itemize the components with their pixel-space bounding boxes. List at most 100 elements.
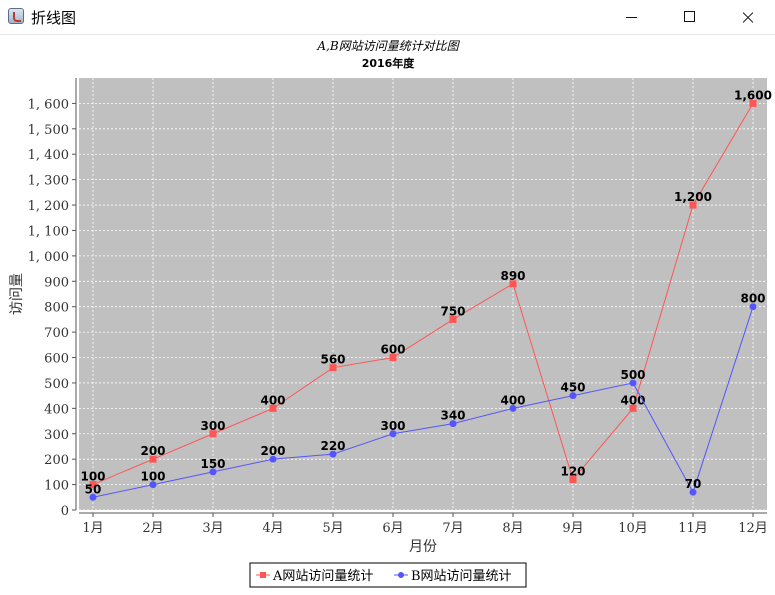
data-point-circle (569, 392, 577, 400)
data-label: 70 (685, 477, 702, 491)
data-label: 600 (380, 343, 405, 357)
data-point-circle (689, 488, 697, 496)
legend-marker-circle (398, 572, 404, 578)
data-point-square (629, 404, 637, 412)
data-point-circle (509, 404, 517, 412)
series-a: 100 200 300 400 560 600 750 890 120 400 1,200 1,600 (80, 88, 772, 489)
series-line (92, 103, 754, 486)
x-tick-label: 3月 (202, 521, 223, 536)
close-button[interactable] (718, 0, 775, 34)
y-tick-label: 700 (44, 326, 69, 341)
x-axis-label: 月份 (409, 539, 437, 555)
data-point-circle (89, 493, 97, 501)
x-axis-ticks: 1月 2月 3月 4月 5月 6月 7月 8月 9月 10月 11月 12月 (82, 513, 768, 536)
data-label: 400 (500, 393, 525, 407)
y-axis-label: 访问量 (9, 273, 25, 315)
x-tick-label: 5月 (322, 521, 343, 536)
data-point-square (689, 201, 697, 209)
y-tick-label: 500 (44, 377, 69, 392)
legend-label: A网站访问量统计 (272, 569, 373, 584)
chart-subtitle: 2016年度 (362, 56, 416, 70)
x-tick-label: 9月 (562, 521, 583, 536)
y-tick-label: 1, 000 (28, 250, 69, 265)
data-label: 450 (560, 381, 585, 395)
maximize-icon (684, 11, 695, 22)
y-tick-label: 1, 200 (28, 199, 69, 214)
maximize-button[interactable] (660, 0, 718, 34)
data-point-square (389, 354, 397, 362)
y-tick-label: 1, 400 (28, 148, 69, 163)
x-tick-label: 8月 (502, 521, 523, 536)
data-point-square (749, 99, 757, 107)
data-label: 890 (500, 269, 525, 283)
minimize-button[interactable] (602, 0, 660, 34)
data-label: 200 (140, 444, 165, 458)
data-label: 50 (85, 482, 102, 496)
y-tick-label: 200 (44, 453, 69, 468)
series-b: 50 100 150 200 220 300 340 400 450 500 70 800 (85, 292, 766, 501)
data-label: 750 (440, 304, 465, 318)
x-tick-label: 2月 (142, 521, 163, 536)
legend-label: B网站访问量统计 (411, 569, 512, 584)
window-title: 折线图 (31, 9, 77, 27)
data-label: 340 (440, 409, 465, 423)
series-group: 100 200 300 400 560 600 750 890 120 400 1,200 1,600… (80, 88, 772, 501)
x-tick-label: 1月 (82, 521, 103, 536)
data-label: 400 (620, 393, 645, 407)
y-tick-label: 100 (44, 479, 69, 494)
minimize-icon (626, 17, 637, 18)
data-point-square (209, 430, 217, 438)
data-label: 100 (80, 470, 105, 484)
data-point-circle (209, 468, 217, 476)
data-point-circle (629, 379, 637, 387)
data-label: 500 (620, 368, 645, 382)
java-icon (8, 8, 24, 24)
legend-marker-square (260, 572, 266, 578)
y-tick-label: 400 (44, 402, 69, 417)
data-label: 1,200 (674, 190, 712, 204)
data-point-square (89, 481, 97, 489)
y-tick-label: 800 (44, 301, 69, 316)
x-tick-label: 4月 (262, 521, 283, 536)
data-point-square (569, 476, 577, 484)
data-label: 800 (740, 292, 765, 306)
grid-lines (79, 78, 767, 511)
y-tick-label: 1, 500 (28, 123, 69, 138)
plot-background (79, 78, 767, 510)
y-tick-label: 300 (44, 428, 69, 443)
data-point-circle (449, 420, 457, 428)
data-point-square (269, 404, 277, 412)
legend-box (249, 562, 527, 588)
y-axis-ticks: 0 100 200 300 400 500 600 700 800 900 1, 000 1, 100… (28, 97, 76, 519)
y-tick-label: 1, 100 (28, 224, 69, 239)
data-point-circle (329, 450, 337, 458)
x-tick-label: 7月 (442, 521, 463, 536)
x-tick-label: 12月 (738, 521, 768, 536)
legend: A网站访问量统计 B网站访问量统计 (249, 562, 527, 588)
data-point-circle (749, 303, 757, 311)
data-label: 300 (380, 419, 405, 433)
window-titlebar: 折线图 (0, 0, 775, 35)
data-label: 1,600 (734, 88, 772, 102)
chart-title: A,B网站访问量统计对比图 (316, 39, 460, 53)
series-line (92, 306, 754, 498)
y-tick-label: 0 (61, 504, 69, 519)
data-point-circle (389, 430, 397, 438)
data-label: 220 (320, 439, 345, 453)
data-label: 560 (320, 353, 345, 367)
data-label: 400 (260, 393, 285, 407)
y-tick-label: 1, 600 (28, 97, 69, 112)
y-tick-label: 900 (44, 275, 69, 290)
x-tick-label: 10月 (618, 521, 648, 536)
y-tick-label: 1, 300 (28, 174, 69, 189)
data-point-square (329, 364, 337, 372)
data-point-square (449, 315, 457, 323)
data-label: 120 (560, 465, 585, 479)
data-label: 200 (260, 444, 285, 458)
data-point-circle (149, 481, 157, 489)
line-chart: A,B网站访问量统计对比图 2016年度 0 100 200 300 400 500 600… (9, 39, 772, 588)
chart-area: A,B网站访问量统计对比图 2016年度 0 100 200 300 400 500 600… (0, 34, 775, 591)
x-tick-label: 6月 (382, 521, 403, 536)
data-label: 100 (140, 470, 165, 484)
data-point-circle (269, 455, 277, 463)
